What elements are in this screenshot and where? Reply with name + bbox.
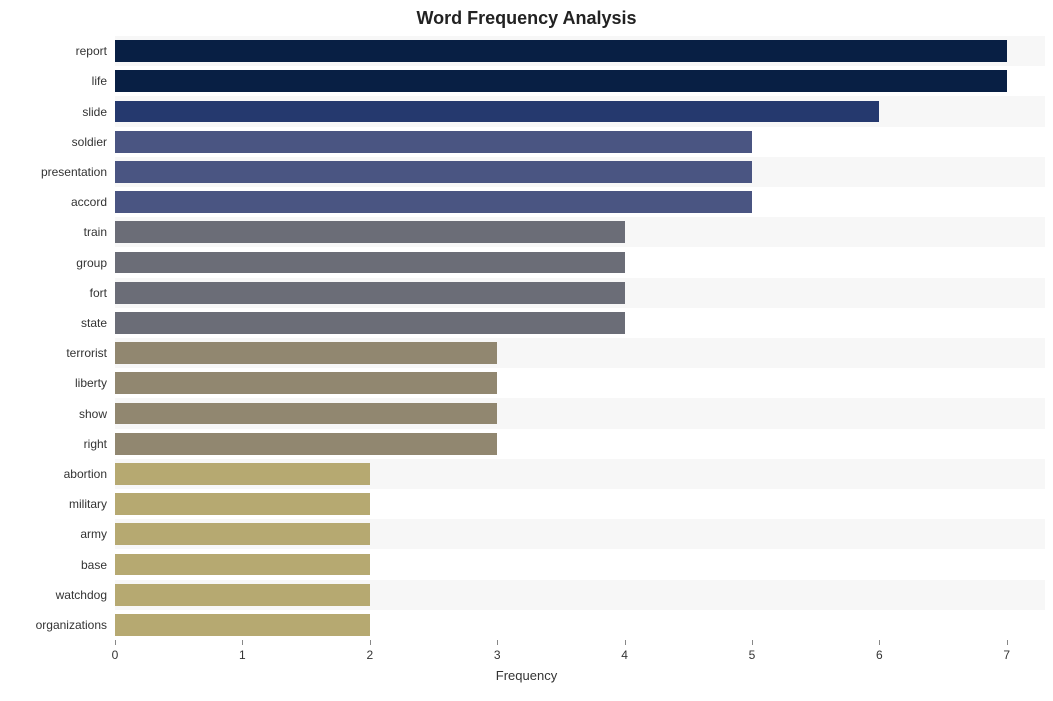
bar <box>115 403 497 425</box>
y-tick-label: report <box>76 44 115 58</box>
chart-container: Word Frequency Analysis 01234567reportli… <box>0 0 1053 701</box>
y-tick-label: slide <box>82 105 115 119</box>
y-tick-label: terrorist <box>66 346 115 360</box>
bar <box>115 221 625 243</box>
x-axis-label: Frequency <box>0 668 1053 683</box>
bar <box>115 101 879 123</box>
bar <box>115 40 1007 62</box>
x-tick-label: 2 <box>366 640 373 662</box>
y-tick-label: watchdog <box>56 588 115 602</box>
x-tick-label: 1 <box>239 640 246 662</box>
bar <box>115 584 370 606</box>
bar <box>115 161 752 183</box>
y-tick-label: liberty <box>75 376 115 390</box>
bar <box>115 554 370 576</box>
x-tick-label: 4 <box>621 640 628 662</box>
bar <box>115 463 370 485</box>
x-tick-label: 7 <box>1003 640 1010 662</box>
x-tick-label: 6 <box>876 640 883 662</box>
bar <box>115 70 1007 92</box>
y-tick-label: right <box>84 437 115 451</box>
y-tick-label: group <box>76 256 115 270</box>
y-tick-label: abortion <box>64 467 115 481</box>
bar <box>115 312 625 334</box>
x-tick-label: 0 <box>112 640 119 662</box>
bar <box>115 342 497 364</box>
bar <box>115 523 370 545</box>
bar <box>115 282 625 304</box>
y-tick-label: soldier <box>72 135 115 149</box>
bar <box>115 252 625 274</box>
y-tick-label: presentation <box>41 165 115 179</box>
bar <box>115 614 370 636</box>
y-tick-label: show <box>79 407 115 421</box>
bar <box>115 433 497 455</box>
plot-area: 01234567reportlifeslidesoldierpresentati… <box>115 36 1045 640</box>
y-tick-label: train <box>84 225 115 239</box>
y-tick-label: military <box>69 497 115 511</box>
y-tick-label: base <box>81 558 115 572</box>
bar <box>115 131 752 153</box>
x-tick-label: 3 <box>494 640 501 662</box>
y-tick-label: life <box>92 74 115 88</box>
y-tick-label: accord <box>71 195 115 209</box>
bar <box>115 372 497 394</box>
y-tick-label: army <box>80 527 115 541</box>
bar <box>115 191 752 213</box>
y-tick-label: fort <box>90 286 115 300</box>
bar <box>115 493 370 515</box>
chart-title: Word Frequency Analysis <box>0 8 1053 29</box>
x-tick-label: 5 <box>749 640 756 662</box>
y-tick-label: state <box>81 316 115 330</box>
y-tick-label: organizations <box>36 618 115 632</box>
